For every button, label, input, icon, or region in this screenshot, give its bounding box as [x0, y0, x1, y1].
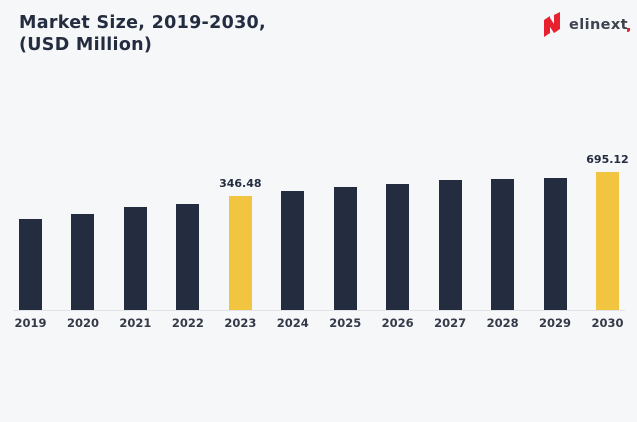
plot-area: 346.48 695.12: [19, 150, 629, 310]
bar-column-2026: [386, 184, 410, 310]
x-axis-line: [13, 310, 625, 311]
x-axis-label-2027: 2027: [434, 316, 467, 330]
bar-2027: [438, 180, 462, 310]
logo-text-accent: t: [620, 16, 628, 33]
x-axis-label-2022: 2022: [171, 316, 204, 330]
logo-red-tail: [627, 27, 630, 32]
bar-2020: [71, 214, 95, 310]
bar-2023: [228, 196, 252, 310]
bar-column-2027: [438, 180, 462, 310]
x-axis-label-2020: 2020: [66, 316, 99, 330]
x-axis-label-2021: 2021: [119, 316, 152, 330]
x-axis-label-2030: 2030: [591, 316, 624, 330]
x-axis-labels: 2019 2020 2021 2022 2023 2024 2025 2026 2027 2028…: [14, 316, 624, 330]
x-axis-label-2023: 2023: [224, 316, 257, 330]
bar-2024: [281, 191, 305, 310]
bar-column-2021: [123, 207, 147, 310]
logo-text-main: elinex: [568, 16, 621, 33]
x-axis-label-2026: 2026: [381, 316, 414, 330]
x-axis-label-2028: 2028: [486, 316, 519, 330]
logo-wordmark: elinex t: [569, 17, 630, 33]
bar-2026: [386, 184, 410, 310]
page-title-line2: (USD Million): [19, 35, 153, 56]
bar-2021: [123, 207, 147, 310]
bar-column-2024: [281, 191, 305, 310]
bar-column-2019: [19, 219, 42, 310]
bar-column-2028: [491, 179, 515, 310]
bar-column-2023: 346.48: [219, 177, 262, 310]
bar-column-2030: 695.12: [586, 153, 629, 310]
page-title: Market Size, 2019-2030, (USD Million): [19, 12, 266, 57]
bar-column-2020: [71, 214, 95, 310]
bar-column-2022: [176, 204, 200, 310]
bar-value-label-2030: 695.12: [586, 153, 629, 166]
elinext-n-icon: [542, 11, 562, 38]
bar-2022: [176, 204, 200, 310]
bar-value-label-2023: 346.48: [219, 177, 262, 190]
bar-2019: [19, 219, 42, 310]
page-title-line1: Market Size, 2019-2030,: [19, 13, 266, 33]
x-axis-label-2019: 2019: [14, 316, 47, 330]
bar-2028: [491, 179, 515, 310]
elinext-logo: elinex t: [542, 11, 630, 38]
bar-2029: [543, 178, 567, 310]
x-axis-label-2024: 2024: [276, 316, 309, 330]
bar-column-2029: [543, 178, 567, 310]
bar-2025: [333, 187, 357, 310]
bar-2030: [595, 172, 619, 310]
x-axis-label-2029: 2029: [539, 316, 572, 330]
x-axis-label-2025: 2025: [329, 316, 362, 330]
bar-column-2025: [333, 187, 357, 310]
